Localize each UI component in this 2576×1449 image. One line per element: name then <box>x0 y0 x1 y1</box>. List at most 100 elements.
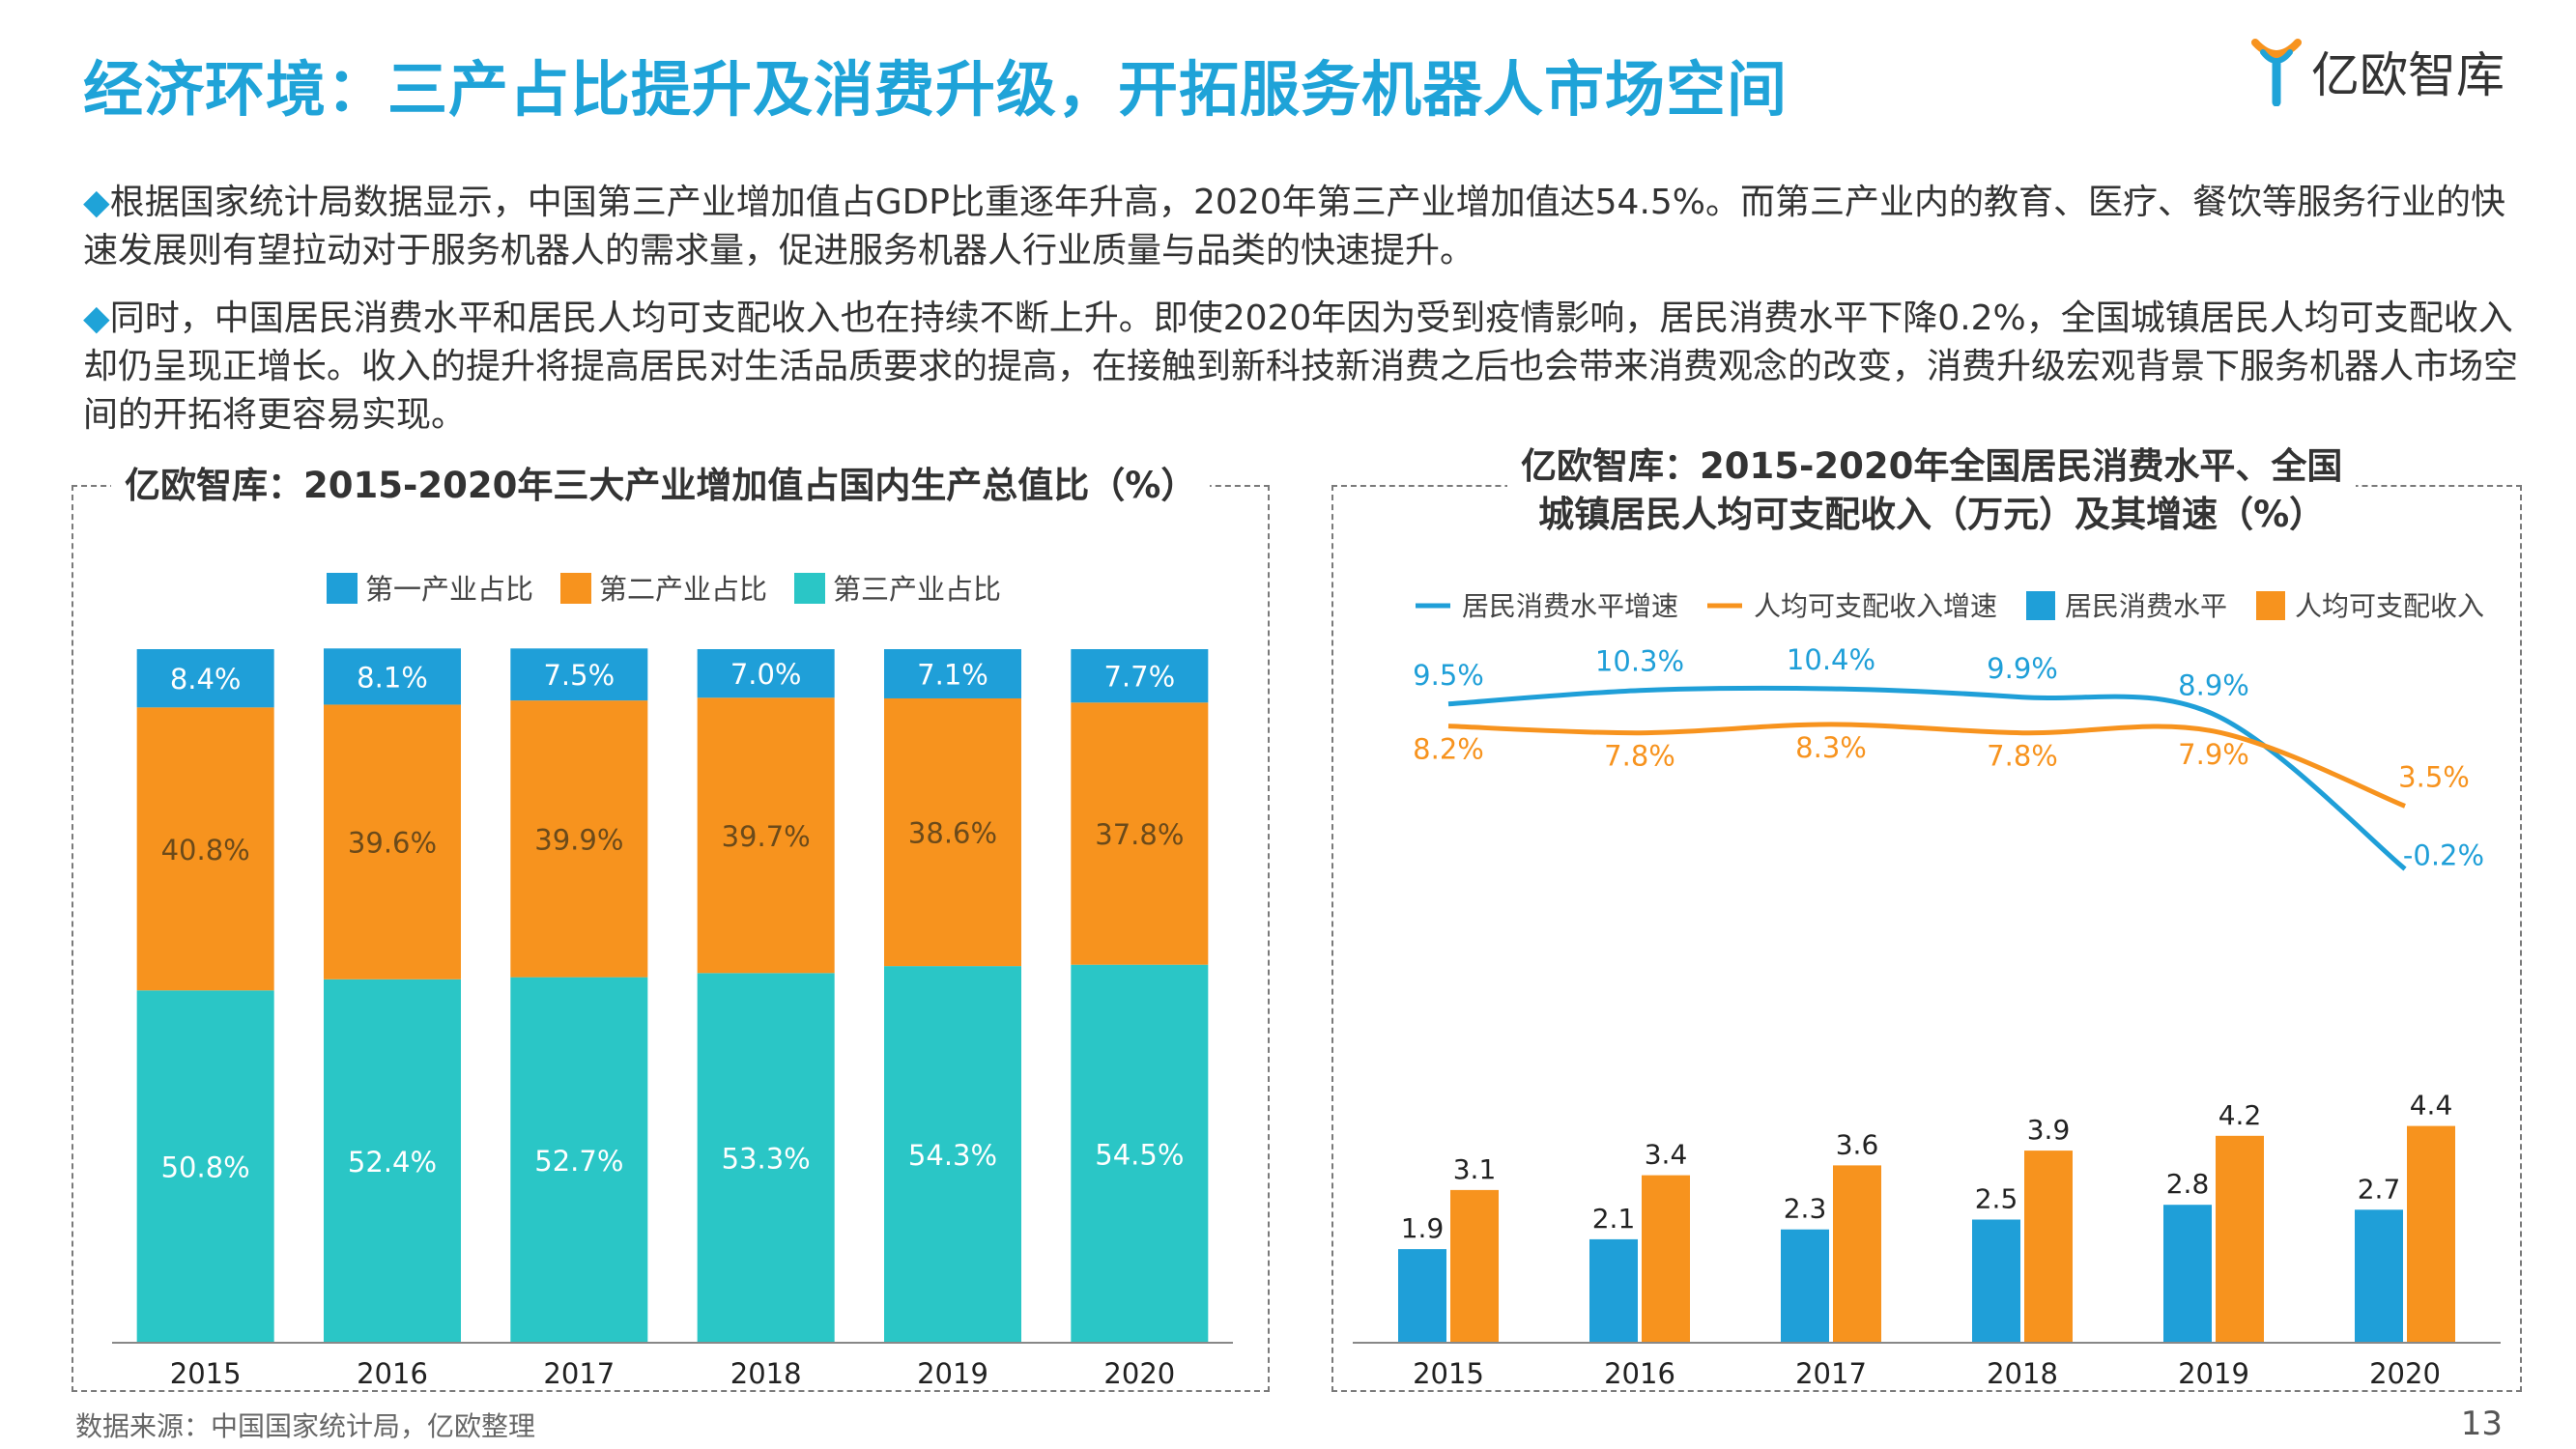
data-label: 2.3 <box>1784 1193 1827 1225</box>
bar-segment <box>136 649 274 708</box>
data-label: 39.9% <box>534 823 623 856</box>
page-title: 经济环境：三产占比提升及消费升级，开拓服务机器人市场空间 <box>83 54 1789 125</box>
data-label: 2.1 <box>1592 1203 1636 1235</box>
paragraph-2-text: 同时，中国居民消费水平和居民人均可支配收入也在持续不断上升。即使2020年因为受… <box>83 298 2519 435</box>
x-tick-label: 2016 <box>357 1357 428 1390</box>
bar-segment <box>884 649 1021 698</box>
consumption-income-chart: 居民消费水平增速 人均可支配收入增速 居民消费水平 人均可支配收入 1.93.1 2015… <box>1353 590 2501 1390</box>
x-tick-label: 2017 <box>1795 1357 1867 1390</box>
data-label: 7.7% <box>1103 661 1175 694</box>
x-tick-label: 2020 <box>2369 1357 2441 1390</box>
line-data-label: 8.9% <box>2178 668 2249 701</box>
logo-text: 亿欧智库 <box>2311 47 2504 103</box>
data-label: 4.4 <box>2410 1090 2453 1122</box>
x-tick-label: 2019 <box>917 1357 988 1390</box>
bar-segment <box>324 704 461 980</box>
legend-label-4: 人均可支配收入 <box>2295 590 2484 622</box>
legend-label-1: 居民消费水平增速 <box>1462 590 1678 622</box>
chart-2-title-line-1: 亿欧智库：2015-2020年全国居民消费水平、全国 <box>1521 445 2343 487</box>
data-label: 3.1 <box>1453 1153 1497 1185</box>
bar <box>2407 1125 2455 1343</box>
data-label: 40.8% <box>161 834 250 867</box>
x-tick-label: 2017 <box>543 1357 615 1390</box>
bar-segment <box>324 979 461 1343</box>
bar-segment <box>510 700 648 978</box>
data-label: 54.5% <box>1095 1138 1184 1171</box>
x-tick-label: 2020 <box>1103 1357 1175 1390</box>
legend-label-1: 第一产业占比 <box>365 573 533 606</box>
legend-swatch-2 <box>560 573 591 604</box>
legend-swatch-3 <box>2026 591 2055 620</box>
bar <box>1833 1165 1881 1343</box>
bar <box>1589 1238 1638 1343</box>
x-tick-label: 2019 <box>2178 1357 2249 1390</box>
bullet-diamond-icon: ◆ <box>83 183 110 222</box>
data-label: 7.5% <box>543 659 615 692</box>
bar-segment <box>697 973 835 1343</box>
legend-label-3: 第三产业占比 <box>833 573 1001 606</box>
paragraph-1: ◆根据国家统计局数据显示，中国第三产业增加值占GDP比重逐年升高，2020年第三… <box>83 179 2518 275</box>
data-label: 39.7% <box>722 820 811 853</box>
series-line <box>1447 685 2407 871</box>
line-data-label: 8.3% <box>1795 731 1867 764</box>
bar <box>1972 1219 2020 1343</box>
data-label: 3.4 <box>1645 1139 1688 1171</box>
data-label: 4.2 <box>2218 1099 2262 1131</box>
data-label: 8.1% <box>357 661 428 694</box>
data-label: 50.8% <box>161 1151 250 1184</box>
line-data-label: 10.3% <box>1595 645 1684 678</box>
yiou-logo-icon <box>2251 39 2302 106</box>
bar <box>1781 1229 1829 1343</box>
data-label: 37.8% <box>1095 818 1184 851</box>
line-data-label: 7.8% <box>1987 740 2058 773</box>
x-tick-label: 2015 <box>1413 1357 1484 1390</box>
line-data-label: 7.9% <box>2178 738 2249 771</box>
line-data-label: 3.5% <box>2398 760 2470 793</box>
bar-segment <box>136 990 274 1343</box>
bar-segment <box>1071 702 1209 965</box>
series-line <box>1447 722 2406 809</box>
bar-segment <box>697 649 835 698</box>
line-data-label: 9.9% <box>1987 652 2058 685</box>
x-tick-label: 2015 <box>170 1357 242 1390</box>
paragraph-1-text: 根据国家统计局数据显示，中国第三产业增加值占GDP比重逐年升高，2020年第三产… <box>83 183 2505 270</box>
data-label: 52.4% <box>348 1146 437 1179</box>
data-label: 2.7 <box>2358 1173 2401 1205</box>
industry-share-chart: 第一产业占比 第二产业占比 第三产业占比 50.8% 40.8% 8.4% 2015 52.4… <box>112 573 1233 1390</box>
bar-segment <box>884 966 1021 1343</box>
legend-swatch-3 <box>794 573 825 604</box>
line-data-label: 10.4% <box>1787 643 1875 676</box>
data-source: 数据来源：中国国家统计局，亿欧整理 <box>75 1410 536 1442</box>
data-label: 3.6 <box>1836 1128 1879 1160</box>
data-label: 7.1% <box>917 658 988 691</box>
x-tick-label: 2016 <box>1604 1357 1675 1390</box>
bar-segment <box>1071 964 1209 1343</box>
data-label: 2.5 <box>1975 1183 2018 1215</box>
data-label: 1.9 <box>1401 1212 1445 1244</box>
data-label: 7.0% <box>730 658 802 691</box>
data-label: 3.9 <box>2027 1114 2071 1146</box>
data-label: 53.3% <box>722 1143 811 1176</box>
data-label: 8.4% <box>170 663 242 696</box>
chart-2-title: 亿欧智库：2015-2020年全国居民消费水平、全国 城镇居民人均可支配收入（万… <box>1507 442 2357 539</box>
x-tick-label: 2018 <box>730 1357 802 1390</box>
line-data-label: 9.5% <box>1413 659 1484 692</box>
bar <box>2216 1135 2264 1343</box>
line-data-label: -0.2% <box>2403 839 2484 872</box>
legend-label-3: 居民消费水平 <box>2065 590 2227 622</box>
bar <box>2355 1209 2403 1343</box>
legend-label-2: 人均可支配收入增速 <box>1754 590 1997 622</box>
line-data-label: 8.2% <box>1413 733 1484 766</box>
data-label: 38.6% <box>908 817 997 850</box>
bar <box>1450 1189 1499 1343</box>
bar-segment <box>697 697 835 974</box>
brand-logo: 亿欧智库 <box>2251 37 2504 106</box>
page-number: 13 <box>2460 1405 2503 1443</box>
bar-segment <box>510 977 648 1343</box>
bar-segment <box>510 648 648 701</box>
legend-swatch-4 <box>2256 591 2285 620</box>
bar <box>2163 1205 2212 1343</box>
legend-swatch-1 <box>327 573 358 604</box>
data-label: 52.7% <box>534 1145 623 1178</box>
bullet-diamond-icon: ◆ <box>83 298 110 338</box>
